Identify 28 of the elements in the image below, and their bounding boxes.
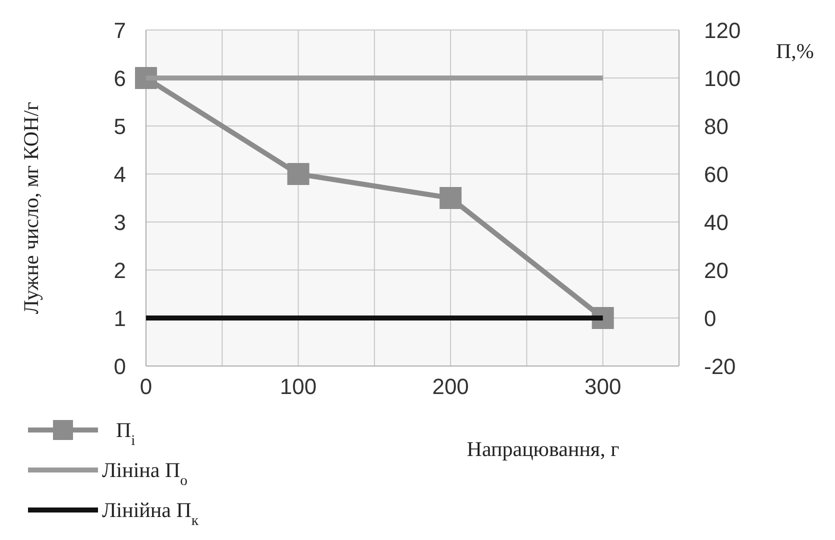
y-tick-label: 4: [114, 162, 126, 187]
y-tick-label: 3: [114, 210, 126, 235]
y-tick-label: 7: [114, 18, 126, 43]
y-tick-label: 1: [114, 306, 126, 331]
y2-tick-label: -20: [704, 354, 736, 379]
point: [440, 187, 462, 209]
x-tick-label: 200: [432, 374, 469, 399]
y-axis-title: Лужне число, мг КОН/г: [19, 101, 43, 314]
y2-tick-label: 120: [704, 18, 741, 43]
y-tick-label: 0: [114, 354, 126, 379]
point: [287, 163, 310, 185]
y2-tick-label: 0: [704, 306, 716, 331]
y2-axis-title: П,%: [776, 39, 814, 63]
y2-tick-label: 80: [704, 114, 728, 139]
y2-tick-label: 60: [704, 162, 728, 187]
y2-tick-label: 100: [704, 66, 741, 91]
x-tick-label: 300: [584, 374, 622, 399]
legend-label: П$_{і}$: [116, 418, 136, 449]
legend-label: Лінійна П$_{к}$: [102, 498, 200, 529]
y2-tick-label: 20: [704, 258, 728, 283]
y-tick-label: 6: [114, 66, 126, 91]
x-tick-label: 100: [280, 374, 317, 399]
y2-tick-label: 40: [704, 210, 728, 235]
y-tick-label: 5: [114, 114, 126, 139]
x-tick-label: 0: [140, 374, 152, 399]
x-axis-title: Напрацювання, г: [466, 437, 620, 461]
legend-label: Лініна П$_{о}$: [102, 458, 188, 489]
y-tick-label: 2: [114, 258, 126, 283]
